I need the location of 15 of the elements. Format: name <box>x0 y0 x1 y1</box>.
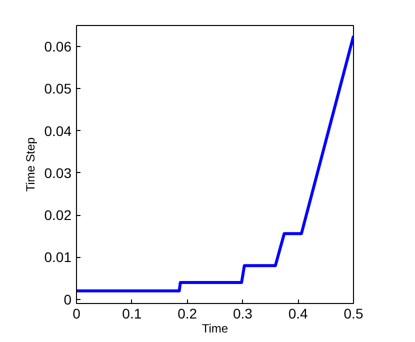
y-tick-label: 0.04 <box>44 122 72 139</box>
y-tick-label: 0.05 <box>44 80 72 97</box>
y-tick-label: 0.01 <box>44 249 72 266</box>
y-tick-label: 0.06 <box>44 38 72 55</box>
line-series <box>76 34 354 292</box>
x-axis-title: Time <box>202 322 228 336</box>
x-tick-label: 0.2 <box>178 306 198 322</box>
x-tick-label: 0.4 <box>288 306 308 322</box>
x-tick-label: 0.5 <box>344 306 364 322</box>
y-tick-label: 0 <box>64 291 72 308</box>
y-tick-label: 0.02 <box>44 207 72 224</box>
x-tick-label: 0.1 <box>122 306 142 322</box>
x-tick-label: 0.3 <box>232 306 253 322</box>
y-tick-label: 0.03 <box>44 164 72 181</box>
y-axis-title: Time Step <box>23 137 38 192</box>
